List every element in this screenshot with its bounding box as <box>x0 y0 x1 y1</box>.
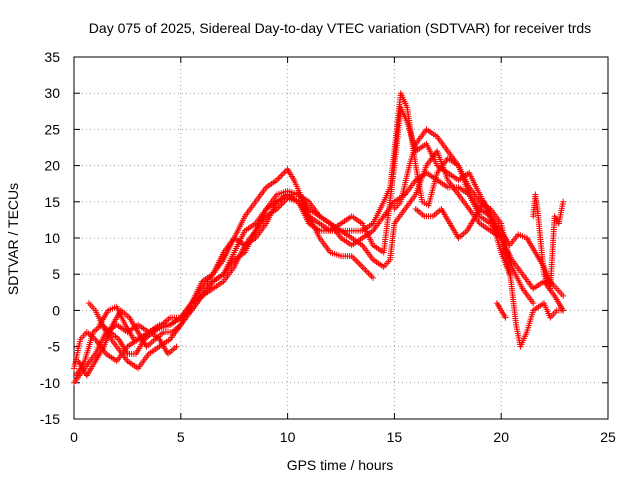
series-trace-8 <box>412 198 513 278</box>
data-point <box>560 292 567 299</box>
x-tick-label: 10 <box>280 429 296 445</box>
x-tick-label: 20 <box>493 429 509 445</box>
y-tick-label: 15 <box>44 194 60 210</box>
series-trace-7 <box>391 126 567 299</box>
data-point <box>281 169 288 176</box>
chart-title: Day 075 of 2025, Sidereal Day-to-day VTE… <box>89 20 591 36</box>
y-tick-label: 20 <box>44 158 60 174</box>
data-point <box>357 262 364 269</box>
data-point <box>530 300 537 307</box>
y-tick-label: 0 <box>52 302 60 318</box>
data-point <box>362 267 369 274</box>
data-point <box>363 268 370 275</box>
data-point <box>278 172 285 179</box>
data-point <box>354 259 361 266</box>
y-axis: -15 -10 -5 0 5 10 15 20 25 30 35 <box>40 49 608 427</box>
data-point <box>173 343 180 350</box>
x-tick-label: 0 <box>70 429 78 445</box>
data-point <box>560 198 567 205</box>
y-tick-label: 25 <box>44 121 60 137</box>
data-point <box>275 175 282 182</box>
data-point <box>368 273 375 280</box>
y-axis-label: SDTVAR / TECUs <box>5 183 21 295</box>
x-tick-label: 5 <box>177 429 185 445</box>
y-tick-label: -10 <box>40 375 60 391</box>
data-point <box>365 270 372 277</box>
series-trace-4 <box>73 169 567 379</box>
data-point <box>350 254 357 261</box>
data-point <box>360 265 367 272</box>
y-tick-label: 10 <box>44 230 60 246</box>
data-point <box>276 173 283 180</box>
data-point <box>353 257 360 264</box>
series-trace-9 <box>530 191 567 292</box>
data-point <box>356 260 363 267</box>
series-trace-6 <box>96 303 180 357</box>
series-trace-5 <box>85 148 537 372</box>
y-tick-label: -5 <box>48 339 61 355</box>
y-tick-label: -15 <box>40 411 60 427</box>
data-point <box>351 256 358 263</box>
data-markers <box>71 90 567 386</box>
x-axis: 0 5 10 15 20 25 <box>70 57 616 445</box>
data-point <box>560 307 567 314</box>
x-tick-label: 15 <box>387 429 403 445</box>
x-tick-label: 25 <box>600 429 616 445</box>
series-trace-10 <box>493 300 509 321</box>
y-tick-label: 35 <box>44 49 60 65</box>
grid-lines <box>74 57 608 419</box>
data-point <box>502 314 509 321</box>
data-point <box>370 274 377 281</box>
x-axis-label: GPS time / hours <box>287 457 394 473</box>
data-point <box>366 271 373 278</box>
data-point <box>506 271 513 278</box>
data-point <box>280 170 287 177</box>
data-point <box>359 263 366 270</box>
y-tick-label: 30 <box>44 85 60 101</box>
y-tick-label: 5 <box>52 266 60 282</box>
